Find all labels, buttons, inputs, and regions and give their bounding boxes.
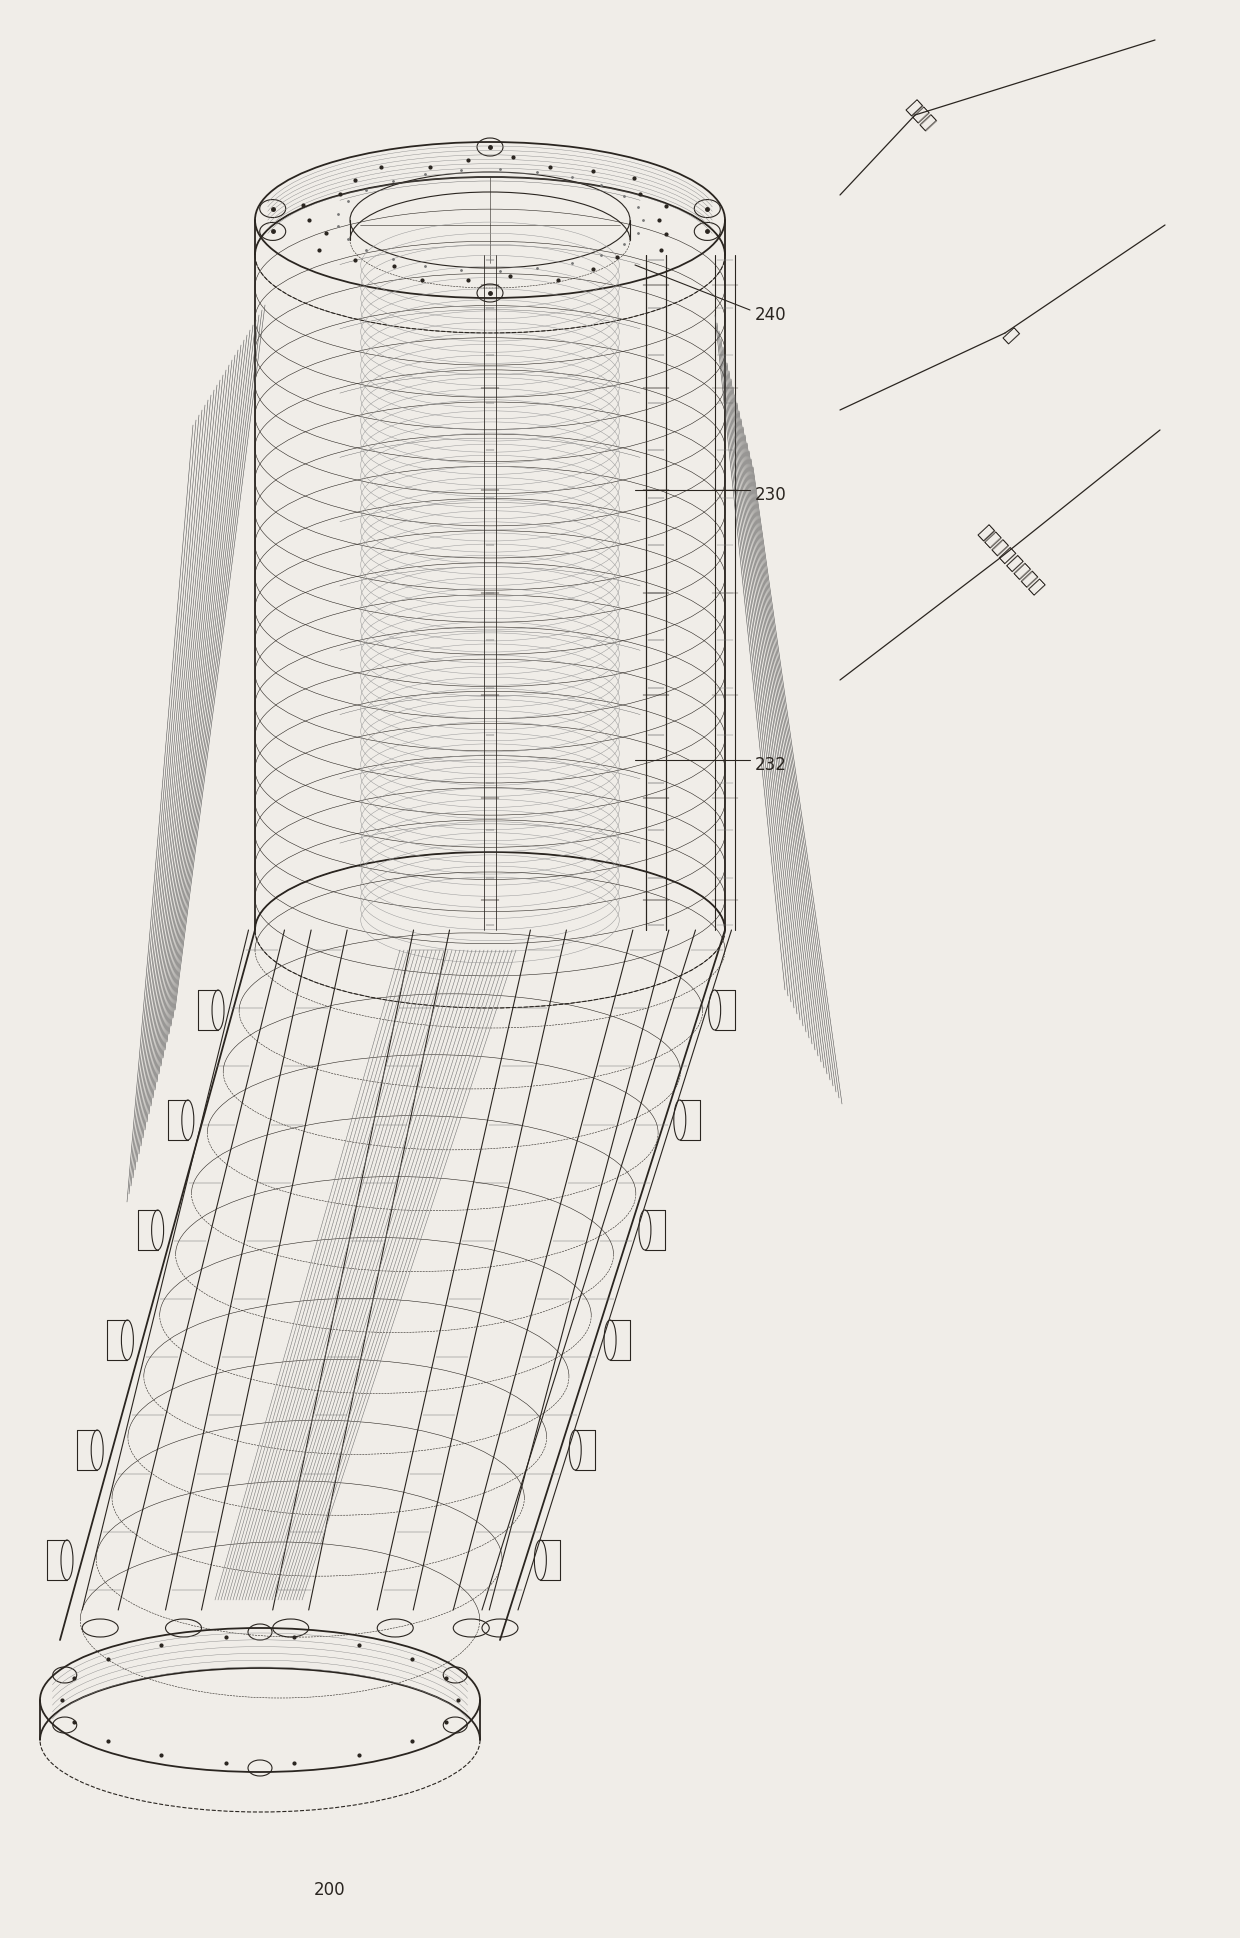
Text: 232: 232 (755, 756, 787, 773)
Text: 230: 230 (755, 486, 786, 504)
Text: 石英管: 石英管 (903, 97, 937, 134)
Text: 带: 带 (999, 326, 1021, 345)
Text: 200: 200 (314, 1882, 346, 1899)
Text: 240: 240 (755, 306, 786, 324)
Text: 生成脉冲快连线图: 生成脉冲快连线图 (975, 523, 1045, 597)
